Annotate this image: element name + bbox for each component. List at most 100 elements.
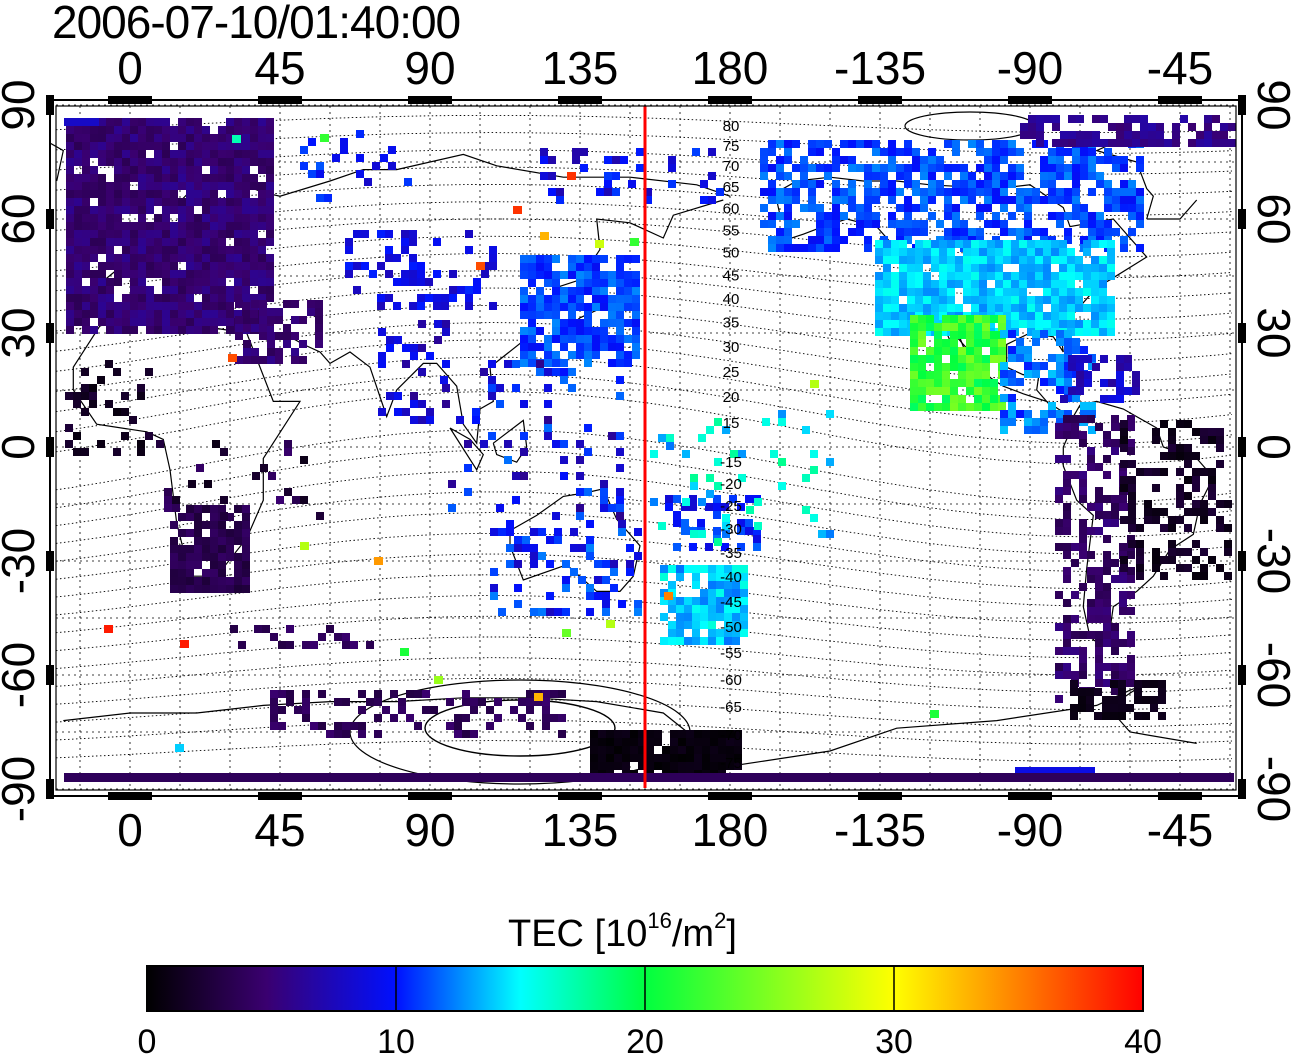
tec-cell xyxy=(194,118,202,126)
tec-cell xyxy=(228,354,237,362)
tec-cell xyxy=(534,698,542,706)
tec-cell xyxy=(692,605,700,613)
tec-cell xyxy=(899,240,907,248)
tec-cell xyxy=(880,172,888,180)
tec-cell xyxy=(560,287,568,295)
tec-cell xyxy=(928,172,936,180)
tec-cell xyxy=(242,158,250,166)
tec-cell xyxy=(883,320,891,328)
tec-cell xyxy=(568,327,576,335)
tec-cell xyxy=(784,236,792,244)
tec-cell xyxy=(713,527,721,535)
tec-cell xyxy=(226,166,234,174)
tec-cell xyxy=(1056,196,1064,204)
tec-cell xyxy=(1099,288,1107,296)
tec-cell xyxy=(1032,330,1040,338)
tec-cell xyxy=(106,254,114,262)
tec-cell xyxy=(345,238,353,246)
tec-cell xyxy=(920,164,928,172)
tec-cell xyxy=(1180,115,1188,123)
tec-cell xyxy=(82,302,90,310)
tec-cell xyxy=(536,271,544,279)
tec-cell xyxy=(520,303,528,311)
tec-cell xyxy=(1003,312,1011,320)
tec-cell xyxy=(616,351,624,359)
tec-cell xyxy=(590,730,598,738)
tec-cell xyxy=(522,536,530,544)
tec-cell xyxy=(608,504,616,512)
tec-cell xyxy=(544,303,552,311)
tec-cell xyxy=(1067,320,1075,328)
tec-cell xyxy=(130,118,138,126)
tec-cell xyxy=(918,363,926,371)
tec-cell xyxy=(1136,524,1144,532)
tec-cell xyxy=(1059,312,1067,320)
tec-cell xyxy=(1136,468,1144,476)
tec-cell xyxy=(832,156,840,164)
tec-cell xyxy=(1035,280,1043,288)
tec-cell xyxy=(170,545,178,553)
tec-cell xyxy=(90,142,98,150)
tec-cell xyxy=(300,496,308,504)
tec-cell xyxy=(968,140,976,148)
tec-cell xyxy=(630,730,638,738)
tec-cell xyxy=(560,343,568,351)
tec-cell xyxy=(952,204,960,212)
tec-cell xyxy=(1104,180,1112,188)
tec-cell xyxy=(1060,139,1068,147)
tec-cell xyxy=(300,162,308,170)
tec-cell xyxy=(1176,452,1184,460)
tec-cell xyxy=(552,351,560,359)
tec-cell xyxy=(259,332,267,340)
tec-cell xyxy=(1176,516,1184,524)
tec-cell xyxy=(1079,583,1087,591)
tec-cell xyxy=(122,206,130,214)
tec-cell xyxy=(1032,370,1040,378)
tec-cell xyxy=(690,474,698,482)
tec-cell xyxy=(891,328,899,336)
tec-cell xyxy=(668,164,676,172)
tec-cell xyxy=(1055,455,1063,463)
tec-cell xyxy=(1120,444,1128,452)
tec-cell xyxy=(186,254,194,262)
tec-cell xyxy=(138,214,146,222)
tec-cell xyxy=(1075,304,1083,312)
tec-cell xyxy=(864,212,872,220)
tec-cell xyxy=(433,270,441,278)
lon-tick xyxy=(1008,96,1052,104)
tec-cell xyxy=(1056,148,1064,156)
tec-cell xyxy=(1079,415,1087,423)
tec-cell xyxy=(536,255,544,263)
tec-cell xyxy=(584,319,592,327)
tec-cell xyxy=(600,319,608,327)
tec-cell xyxy=(1072,148,1080,156)
tec-cell xyxy=(1184,524,1192,532)
tec-cell xyxy=(638,730,646,738)
tec-cell xyxy=(154,230,162,238)
tec-cell xyxy=(218,174,226,182)
tec-cell xyxy=(1019,288,1027,296)
tec-cell xyxy=(226,158,234,166)
tec-cell xyxy=(74,142,82,150)
tec-cell xyxy=(98,118,106,126)
tec-cell xyxy=(90,182,98,190)
tec-cell xyxy=(606,762,614,770)
tec-cell xyxy=(434,336,442,344)
tec-cell xyxy=(576,472,584,480)
tec-cell xyxy=(552,440,560,448)
tec-cell xyxy=(178,230,186,238)
tec-cell xyxy=(982,331,990,339)
tec-cell xyxy=(98,222,106,230)
tec-cell xyxy=(800,156,808,164)
tec-cell xyxy=(473,278,481,286)
tec-cell xyxy=(308,170,316,178)
tec-cell xyxy=(1079,655,1087,663)
tec-cell xyxy=(243,348,251,356)
tec-cell xyxy=(258,246,266,254)
tec-cell xyxy=(1048,212,1056,220)
tec-cell xyxy=(584,279,592,287)
lon-label-bottom: 135 xyxy=(542,804,619,856)
tec-cell xyxy=(856,220,864,228)
tec-cell xyxy=(992,148,1000,156)
tec-cell xyxy=(275,348,283,356)
